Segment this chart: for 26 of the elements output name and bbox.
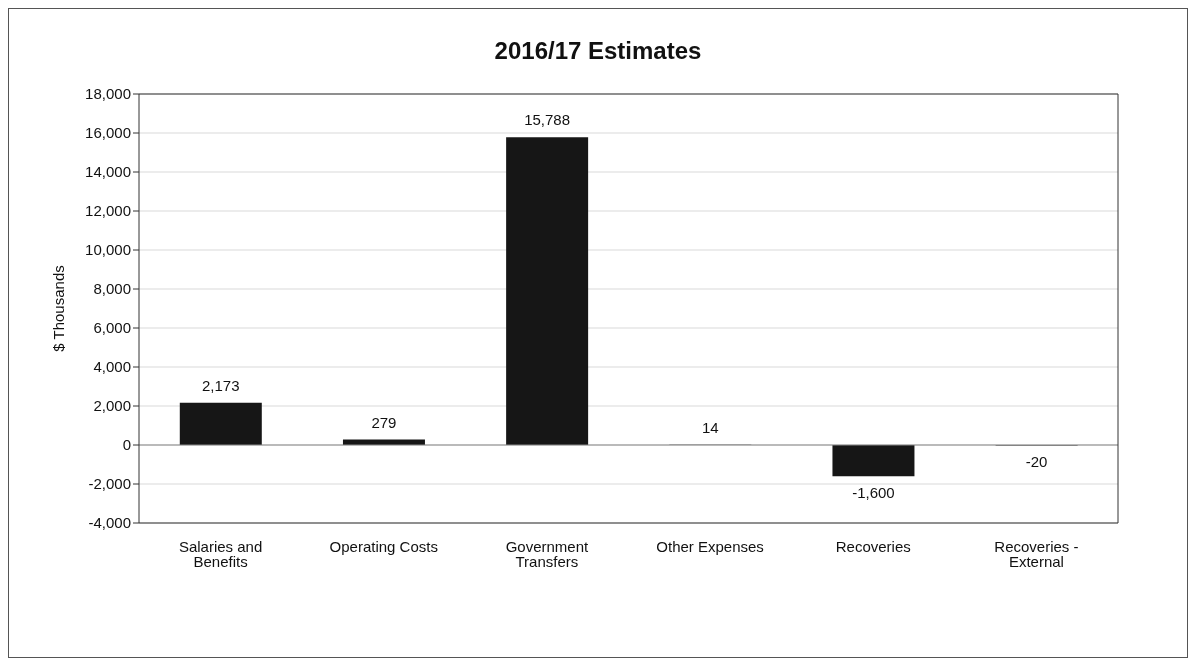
data-label: 279 (371, 413, 397, 431)
y-tick-label: 16,000 (85, 124, 131, 142)
data-label: -1,600 (852, 484, 895, 502)
x-tick-label: Recoveries (835, 537, 911, 555)
y-tick-label: 0 (122, 436, 131, 454)
y-tick-label: 10,000 (85, 241, 131, 259)
y-tick-label: 4,000 (93, 358, 131, 376)
y-tick-label: 2,000 (93, 397, 131, 415)
x-tick-label: Other Expenses (656, 537, 764, 555)
data-label: 2,173 (202, 376, 240, 394)
x-tick-label: Salaries and Benefits (178, 537, 263, 570)
y-tick-label: 8,000 (93, 280, 131, 298)
data-label: 14 (701, 418, 719, 436)
y-tick-label: 6,000 (93, 319, 131, 337)
y-tick-label: 14,000 (85, 163, 131, 181)
y-tick-label: 18,000 (85, 85, 131, 103)
y-tick-label: 12,000 (85, 202, 131, 220)
chart-title: 2016/17 Estimates (493, 37, 703, 65)
y-tick-label: -4,000 (88, 514, 131, 532)
x-tick-label: Government Transfers (505, 537, 590, 570)
y-tick-label: -2,000 (88, 475, 131, 493)
x-tick-label: Recoveries - External (994, 537, 1079, 570)
data-label: 15,788 (524, 111, 571, 129)
x-tick-label: Operating Costs (329, 537, 438, 555)
y-axis-title: $ Thousands (50, 265, 68, 352)
data-label: -20 (1025, 453, 1048, 471)
